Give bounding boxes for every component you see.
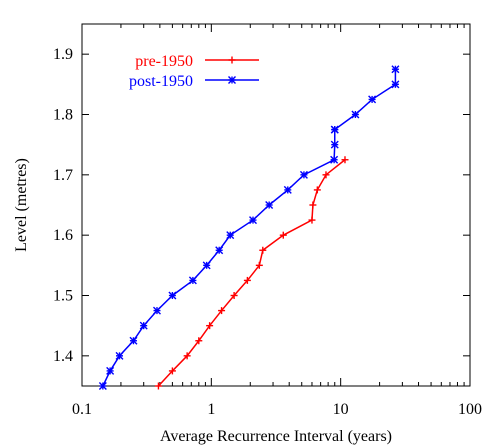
legend-label: post-1950 (129, 73, 193, 90)
data-point (168, 291, 177, 300)
x-tick-label: 1 (207, 401, 215, 418)
plot-frame (81, 23, 471, 387)
data-point (129, 336, 138, 345)
data-point (309, 201, 317, 209)
x-tick-label: 0.1 (72, 401, 92, 418)
data-point (188, 276, 197, 285)
data-point (98, 382, 107, 390)
data-point (299, 170, 308, 179)
data-point (243, 276, 251, 284)
data-point (330, 125, 339, 134)
y-tick-label: 1.4 (53, 348, 73, 365)
x-axis-label: Average Recurrence Interval (years) (160, 428, 392, 445)
data-point (195, 337, 203, 345)
series-line (157, 159, 346, 387)
y-tick-label: 1.7 (53, 167, 73, 184)
data-point (330, 155, 339, 164)
data-point (154, 382, 162, 390)
y-tick-label: 1.8 (53, 107, 73, 124)
data-point (218, 307, 226, 315)
legend-marker (228, 56, 236, 64)
data-point (259, 246, 267, 254)
data-point (313, 186, 321, 194)
data-point (152, 306, 161, 315)
series-post-1950 (98, 65, 400, 390)
data-point (202, 261, 211, 270)
data-point (226, 231, 235, 240)
legend: pre-1950 post-1950 (129, 53, 259, 90)
data-point (139, 321, 148, 330)
data-point (230, 292, 238, 299)
data-point (283, 185, 292, 194)
y-tick-label: 1.9 (53, 46, 73, 63)
x-tick-label: 100 (458, 401, 482, 418)
data-point (183, 352, 191, 360)
data-point (391, 80, 400, 89)
legend-label: pre-1950 (135, 53, 193, 70)
series-layer (98, 65, 400, 390)
data-point (115, 351, 124, 360)
data-point (351, 110, 360, 119)
data-point (322, 171, 330, 179)
data-point (279, 231, 287, 239)
data-point (341, 156, 349, 164)
data-point (106, 366, 115, 375)
data-point (308, 216, 316, 224)
data-point (391, 65, 400, 74)
y-axis-label: Level (metres) (13, 158, 30, 252)
axis-ticks: 1.4 1.5 1.6 1.7 1.8 1.9 0.1 1 10 100 (53, 24, 482, 418)
x-tick-label: 10 (333, 401, 349, 418)
data-point (168, 367, 176, 375)
legend-marker (228, 76, 236, 84)
data-point (368, 95, 377, 104)
series-pre-1950 (154, 156, 349, 390)
data-point (330, 140, 339, 149)
data-point (255, 261, 263, 269)
series-line (102, 69, 397, 387)
data-point (249, 216, 258, 225)
y-tick-label: 1.6 (53, 227, 73, 244)
data-point (206, 322, 214, 330)
data-point (265, 201, 274, 209)
data-point (215, 246, 224, 255)
y-tick-label: 1.5 (53, 288, 73, 305)
